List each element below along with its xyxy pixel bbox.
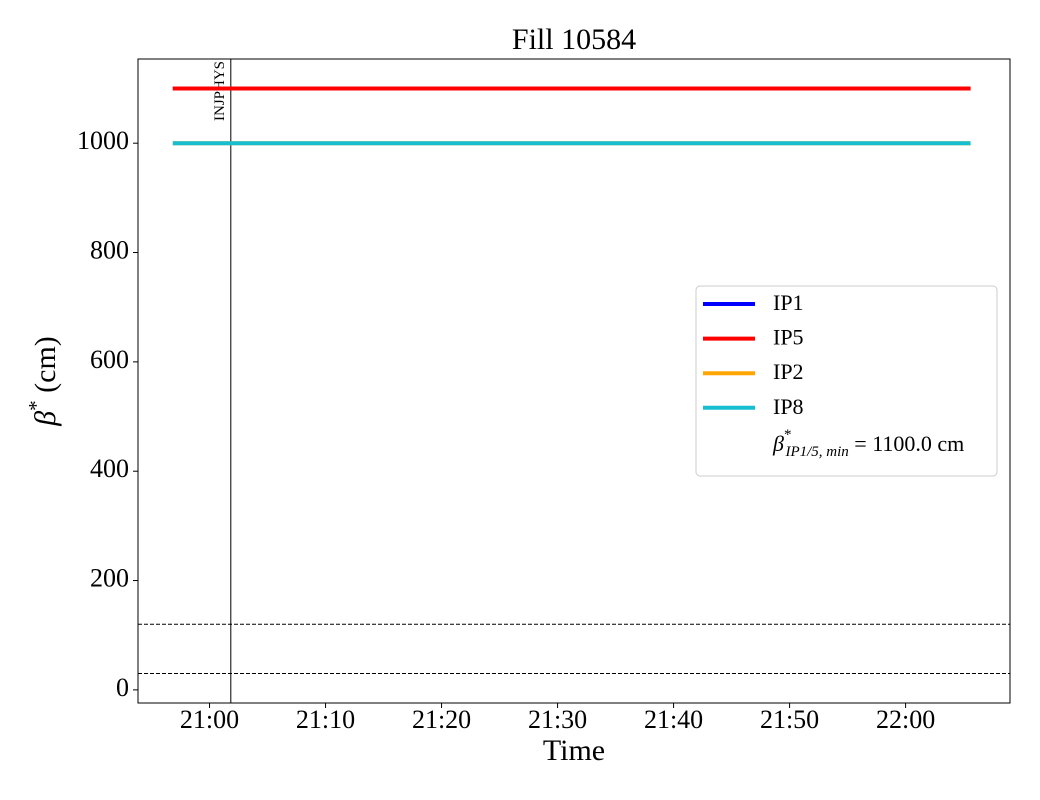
plot-frame (137, 58, 1011, 704)
note-sub: IP1/5, min (784, 444, 848, 460)
y-label-symbol: β (29, 411, 62, 427)
x-axis-label: Time (543, 734, 605, 767)
y-axis-label: β* (cm) (24, 336, 62, 427)
y-tick-label: 600 (90, 345, 129, 374)
x-tick-label: 21:50 (760, 705, 819, 734)
y-label-sup: * (24, 400, 48, 411)
x-tick-label: 21:10 (296, 705, 355, 734)
y-tick-label: 0 (116, 673, 129, 702)
note-sup: * (784, 427, 792, 443)
x-tick-label: 21:30 (528, 705, 587, 734)
x-tick-label: 21:20 (412, 705, 471, 734)
legend-box (695, 285, 998, 477)
y-tick-label: 1000 (77, 126, 129, 155)
chart-title: Fill 10584 (512, 23, 636, 56)
event-label: INJPHYS (212, 61, 228, 121)
legend-note: β* IP1/5, min = 1100.0 cm (772, 427, 964, 460)
legend-label: IP1 (773, 290, 804, 315)
legend-label: IP8 (773, 394, 804, 419)
y-tick-label: 800 (90, 235, 129, 264)
note-text: = 1100.0 cm (849, 431, 964, 456)
legend-label: IP5 (773, 325, 804, 350)
y-tick-label: 400 (90, 454, 129, 483)
x-tick-label: 21:00 (180, 705, 239, 734)
y-tick-label: 200 (90, 564, 129, 593)
note-symbol: β (772, 431, 784, 456)
legend-label: IP2 (773, 359, 804, 384)
y-label-text: (cm) (29, 336, 62, 400)
x-tick-label: 21:40 (644, 705, 703, 734)
x-tick-label: 22:00 (876, 705, 935, 734)
